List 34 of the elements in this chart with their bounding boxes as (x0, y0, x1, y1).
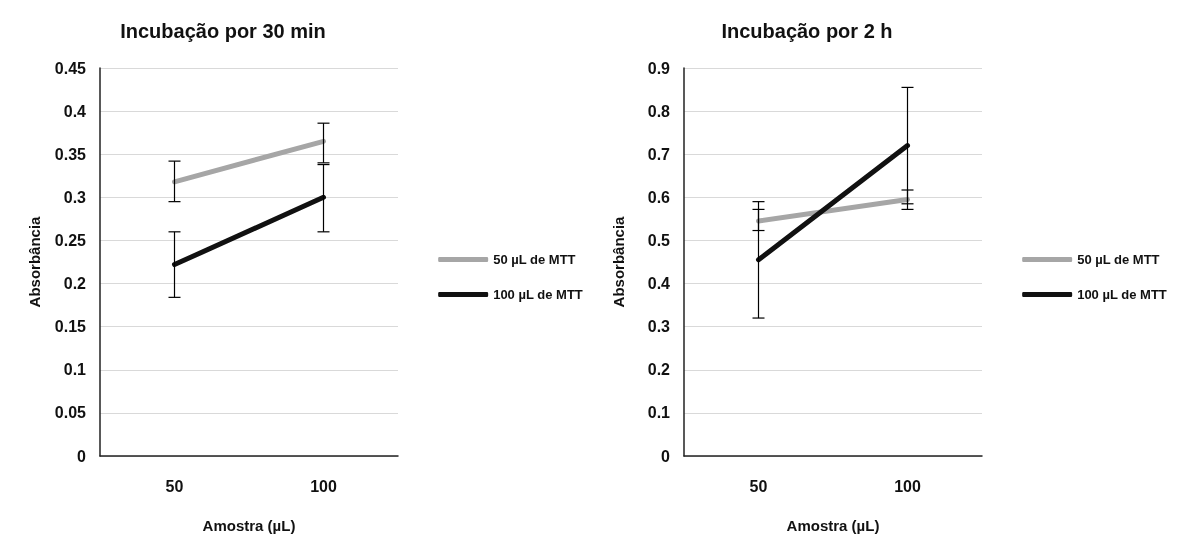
y-tick-label: 0.3 (63, 188, 87, 206)
chart-title: Incubação por 2 h (721, 20, 893, 42)
y-tick-label: 0.7 (647, 145, 671, 163)
legend-label: 50 µL de MTT (493, 252, 576, 267)
y-tick-label: 0.8 (647, 102, 671, 120)
y-tick-label: 0 (77, 447, 87, 465)
x-tick-label: 50 (165, 477, 184, 495)
y-tick-label: 0 (661, 447, 671, 465)
y-tick-label: 0.2 (647, 361, 671, 379)
y-tick-label: 0.25 (54, 231, 87, 249)
y-tick-label: 0.4 (647, 275, 671, 293)
legend-label: 100 µL de MTT (1077, 287, 1167, 302)
y-tick-label: 0.05 (54, 404, 87, 422)
y-tick-label: 0.45 (54, 59, 87, 77)
y-tick-label: 0.6 (647, 188, 671, 206)
y-tick-label: 0.4 (63, 102, 87, 120)
chart-title: Incubação por 30 min (120, 20, 326, 42)
y-tick-label: 0.3 (647, 318, 671, 336)
x-axis-title: Amostra (µL) (786, 517, 880, 534)
x-tick-label: 50 (749, 477, 768, 495)
y-tick-label: 0.2 (63, 275, 87, 293)
legend-label: 100 µL de MTT (493, 287, 583, 302)
y-tick-label: 0.15 (54, 318, 87, 336)
y-tick-label: 0.5 (647, 231, 671, 249)
y-tick-label: 0.35 (54, 145, 87, 163)
x-tick-label: 100 (310, 477, 337, 495)
x-axis-title: Amostra (µL) (202, 517, 296, 534)
y-axis-title: Absorbância (610, 215, 627, 308)
y-tick-label: 0.1 (63, 361, 87, 379)
y-tick-label: 0.9 (647, 59, 671, 77)
y-axis-title: Absorbância (26, 215, 43, 308)
x-tick-label: 100 (894, 477, 921, 495)
y-tick-label: 0.1 (647, 404, 671, 422)
legend-label: 50 µL de MTT (1077, 252, 1160, 267)
